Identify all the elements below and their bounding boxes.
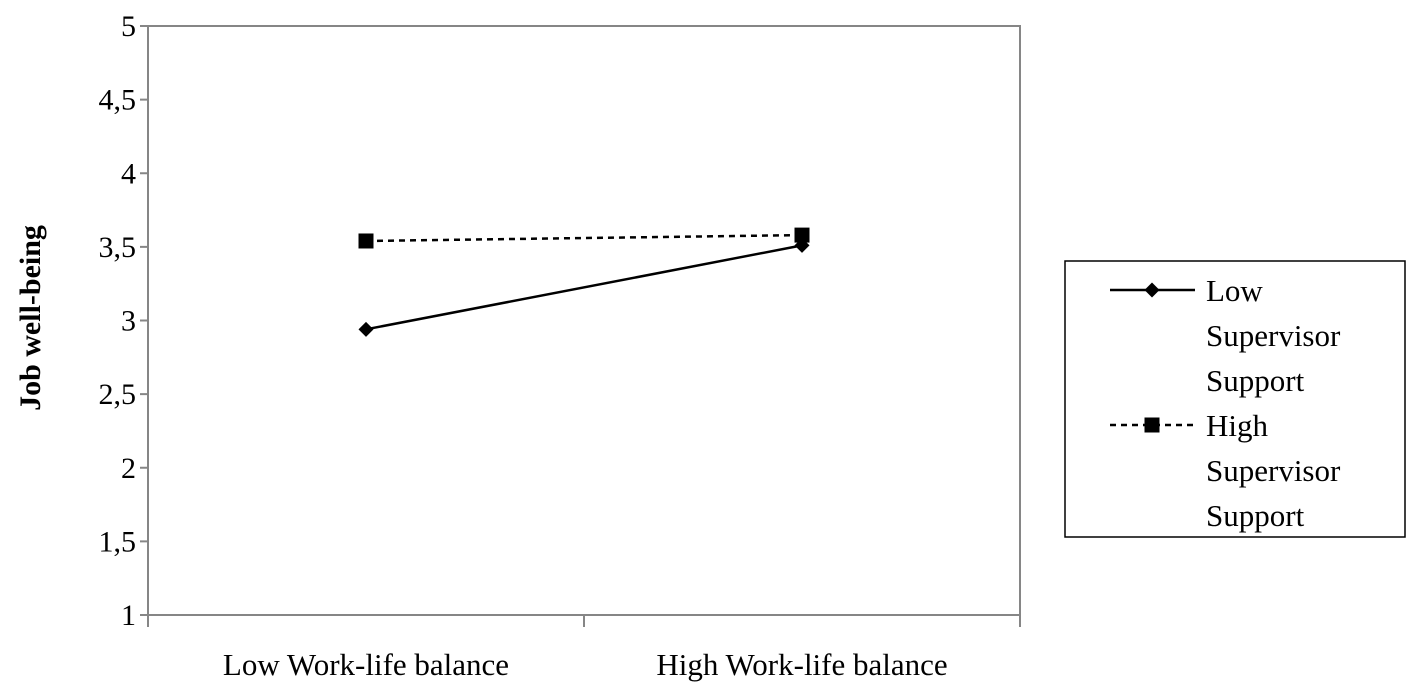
- y-tick-label: 3: [121, 305, 136, 338]
- legend-label: Support: [1206, 498, 1305, 533]
- plot-frame: [147, 25, 1021, 616]
- data-point-marker: [358, 233, 374, 249]
- series-line-high-supervisor-support: [365, 233, 803, 243]
- y-tick-label: 1: [121, 599, 136, 632]
- plot-area: [147, 25, 1021, 616]
- x-axis-ticks: Low Work-life balance High Work-life bala…: [147, 615, 1021, 682]
- y-tick-label: 3,5: [99, 231, 137, 264]
- series-markers: [358, 227, 810, 337]
- legend-marker: [1144, 282, 1160, 298]
- y-tick-label: 4: [121, 157, 136, 190]
- series-lines: [365, 233, 803, 331]
- x-category-label: Low Work-life balance: [223, 647, 509, 682]
- x-category-label: High Work-life balance: [656, 647, 947, 682]
- legend-label: Supervisor: [1206, 453, 1341, 488]
- y-tick-label: 2,5: [99, 378, 137, 411]
- legend-label: Support: [1206, 363, 1305, 398]
- y-axis-title: Job well-being: [14, 225, 47, 411]
- legend-marker: [1144, 417, 1160, 433]
- legend: Low Supervisor Support High Supervisor Suppor…: [1064, 260, 1406, 538]
- series-line-low-supervisor-support: [365, 244, 803, 331]
- legend-box: [1064, 260, 1406, 538]
- data-point-marker: [794, 227, 810, 243]
- legend-label: High: [1206, 408, 1269, 443]
- legend-label: Low: [1206, 273, 1263, 308]
- data-point-marker: [358, 321, 374, 337]
- y-tick-label: 5: [121, 10, 136, 43]
- y-tick-label: 1,5: [99, 525, 137, 558]
- legend-label: Supervisor: [1206, 318, 1341, 353]
- y-tick-label: 4,5: [99, 84, 137, 117]
- y-axis-ticks: 1 1,5 2 2,5 3 3,5 4 4,5 5: [99, 10, 148, 632]
- y-tick-label: 2: [121, 452, 136, 485]
